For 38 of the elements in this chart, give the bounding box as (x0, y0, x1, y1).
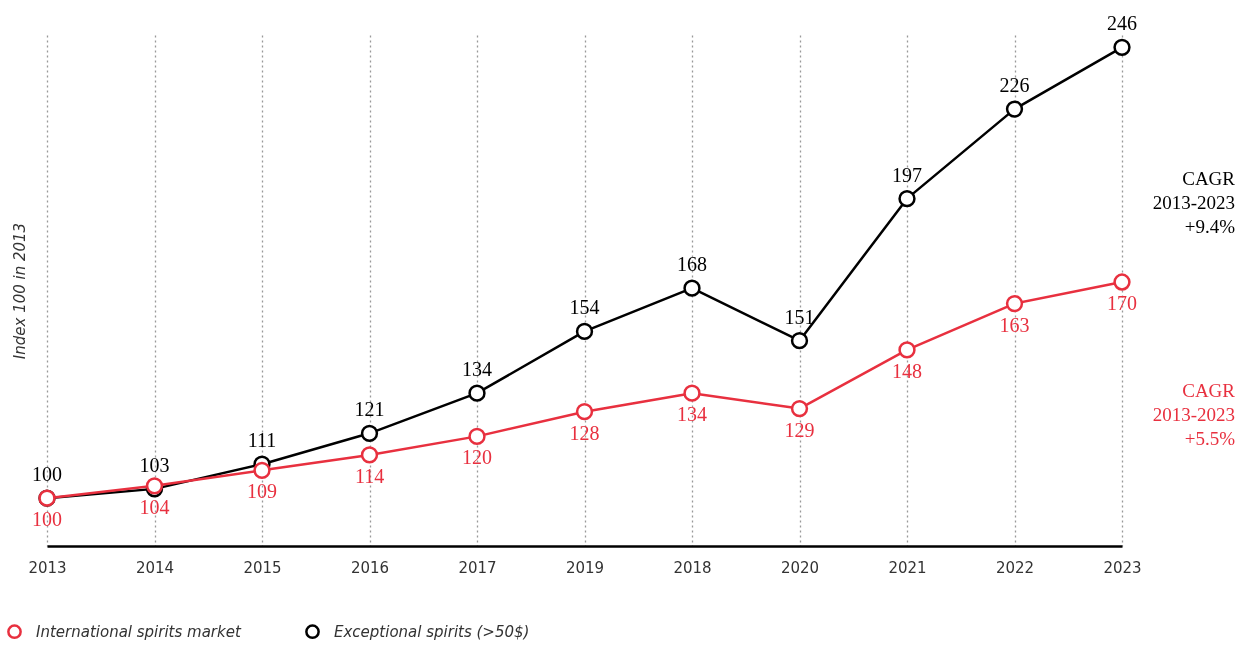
data-label: 170 (1107, 292, 1137, 315)
data-label: 109 (247, 480, 277, 503)
data-label: 134 (462, 358, 492, 381)
x-tick-label: 2018 (673, 558, 712, 577)
data-label: 100 (32, 508, 62, 531)
x-tick-label: 2014 (135, 558, 175, 577)
legend-label: Exceptional spirits (>50$) (334, 622, 530, 641)
x-tick-label: 2013 (28, 558, 67, 577)
data-label: 121 (354, 398, 385, 421)
data-label: 197 (892, 163, 922, 186)
x-tick-label: 2017 (458, 558, 497, 577)
data-label: 120 (462, 446, 492, 469)
x-tick-label: 2022 (995, 558, 1035, 577)
data-label: 111 (247, 429, 277, 452)
text: CAGR 2013-2023 +9.4% (1152, 168, 1236, 237)
y-axis-title: Index 100 in 2013 (10, 222, 29, 360)
x-tick-label: 2016 (350, 558, 390, 577)
data-label: 128 (569, 421, 600, 444)
data-label: 134 (677, 403, 707, 426)
legend-label: International spirits market (36, 622, 242, 641)
data-label: 129 (784, 418, 815, 441)
data-label: 163 (999, 313, 1030, 336)
data-label: 148 (892, 359, 922, 382)
data-label: 154 (569, 296, 600, 319)
data-label: 103 (139, 453, 170, 476)
text: CAGR 2013-2023 +5.5% (1152, 380, 1236, 449)
data-label: 151 (784, 305, 815, 328)
x-tick-label: 2015 (243, 558, 282, 577)
x-tick-label: 2023 (1103, 558, 1142, 577)
data-label: 100 (32, 463, 62, 486)
data-label: 114 (354, 464, 385, 487)
data-label: 226 (999, 74, 1030, 97)
x-tick-label: 2020 (780, 558, 820, 577)
data-label: 168 (677, 253, 707, 276)
data-label: 104 (139, 495, 170, 518)
x-tick-label: 2019 (565, 558, 605, 577)
x-tick-label: 2021 (888, 558, 927, 577)
data-label: 246 (1107, 12, 1137, 35)
